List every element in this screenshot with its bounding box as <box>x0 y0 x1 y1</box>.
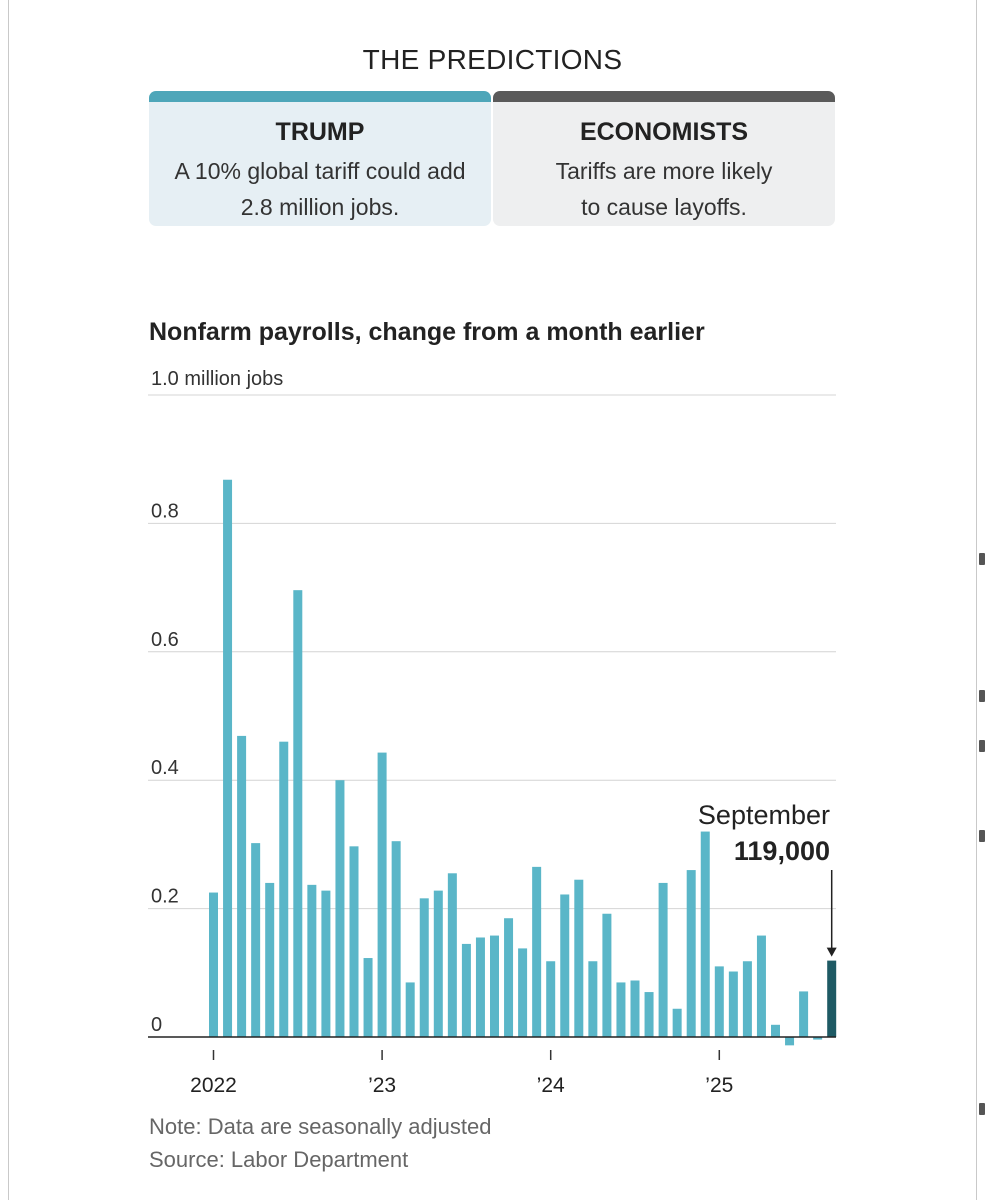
annotation-value-label: 119,000 <box>734 836 830 866</box>
bar <box>377 752 387 1037</box>
bar <box>785 1037 795 1046</box>
chart-note: Note: Data are seasonally adjusted <box>149 1114 492 1139</box>
bar <box>461 943 471 1037</box>
trump-card-line-2: 2.8 million jobs. <box>240 194 400 220</box>
y-axis-unit-label: 1.0 million jobs <box>151 368 284 390</box>
x-tick-label: 2022 <box>190 1074 237 1097</box>
bar <box>447 873 457 1037</box>
annotation-arrow-head <box>826 947 837 957</box>
bar <box>616 982 626 1037</box>
bar <box>321 890 331 1037</box>
economists-card-line-2: to cause layoffs. <box>581 194 747 220</box>
x-tick-label: ’24 <box>537 1074 565 1097</box>
bar <box>728 971 738 1037</box>
bar <box>560 894 570 1037</box>
bar <box>813 1037 823 1040</box>
trump-card-body: A 10% global tariff could add 2.8 millio… <box>149 153 491 225</box>
y-tick-label: 0.6 <box>151 629 179 651</box>
bar <box>700 831 710 1037</box>
annotation-month-label: September <box>698 800 830 830</box>
payrolls-bar-chart: 0 0.2 0.4 0.6 0.8 2022 ’23 ’24 ’25 September 119,0… <box>148 394 837 1097</box>
bar <box>532 866 542 1037</box>
bar <box>391 841 401 1037</box>
bar <box>644 992 654 1037</box>
bar <box>630 980 640 1037</box>
bar <box>658 882 668 1037</box>
bar <box>504 918 514 1037</box>
edge-glyph <box>979 553 985 565</box>
bar <box>363 958 373 1037</box>
y-tick-label: 0 <box>151 1014 162 1036</box>
bar <box>672 1008 682 1037</box>
bar <box>588 961 598 1037</box>
bar <box>574 879 584 1037</box>
bar <box>419 898 429 1037</box>
page-frame-right <box>976 0 977 1200</box>
bar <box>335 780 345 1037</box>
bar <box>771 1024 780 1037</box>
bar <box>602 913 612 1037</box>
chart-title: Nonfarm payrolls, change from a month ea… <box>149 318 705 346</box>
edge-glyph <box>979 740 985 752</box>
bar <box>279 741 289 1037</box>
page-frame-left <box>8 0 9 1200</box>
trump-prediction-card: TRUMP A 10% global tariff could add 2.8 … <box>149 91 491 226</box>
bar <box>237 735 247 1037</box>
bar <box>742 961 752 1037</box>
y-tick-label: 0.8 <box>151 500 179 522</box>
chart-source: Source: Labor Department <box>149 1147 409 1172</box>
edge-glyph <box>979 690 985 702</box>
bar <box>307 884 317 1037</box>
bar <box>265 882 275 1037</box>
economists-card-title: ECONOMISTS <box>579 118 749 146</box>
bar <box>223 479 233 1037</box>
economists-prediction-card: ECONOMISTS Tariffs are more likely to ca… <box>493 91 835 226</box>
bar <box>490 935 499 1037</box>
bar <box>756 935 766 1037</box>
x-tick-label: ’23 <box>368 1074 396 1097</box>
bar <box>405 982 415 1037</box>
bar <box>209 892 218 1037</box>
bar <box>433 890 443 1037</box>
economists-card-line-1: Tariffs are more likely <box>555 158 773 184</box>
bar <box>251 843 261 1037</box>
y-tick-label: 0.4 <box>151 757 179 779</box>
bar <box>475 937 485 1037</box>
predictions-heading: THE PREDICTIONS <box>362 44 623 75</box>
y-tick-label: 0.2 <box>151 886 179 908</box>
bar <box>799 991 809 1037</box>
bar <box>827 960 837 1037</box>
bar <box>518 948 528 1037</box>
edge-glyph <box>979 1103 985 1115</box>
edge-glyph <box>979 830 985 842</box>
trump-card-title: TRUMP <box>275 118 365 146</box>
economists-card-body: Tariffs are more likely to cause layoffs… <box>493 153 835 225</box>
bar <box>349 846 359 1037</box>
x-tick-label: ’25 <box>705 1074 733 1097</box>
bar <box>686 870 696 1037</box>
trump-card-line-1: A 10% global tariff could add <box>174 158 466 184</box>
bar <box>714 966 724 1037</box>
bar <box>546 961 556 1037</box>
bar <box>293 590 303 1037</box>
